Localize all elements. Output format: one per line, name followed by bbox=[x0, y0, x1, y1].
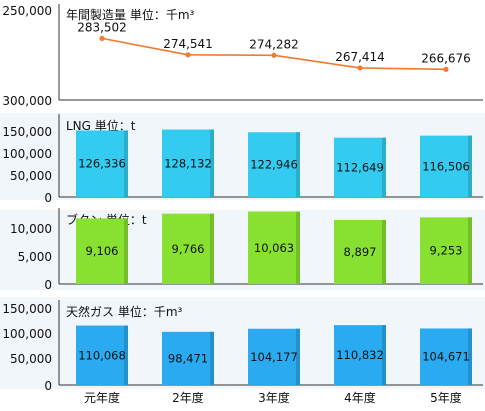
x-category-label-3: 4年度 bbox=[344, 390, 376, 405]
data-label-0-1: 274,541 bbox=[163, 37, 213, 51]
x-category-label-0: 元年度 bbox=[84, 390, 120, 405]
bar-shade-2-1 bbox=[210, 213, 214, 284]
data-label-3-3: 110,832 bbox=[336, 348, 384, 362]
data-label-1-4: 116,506 bbox=[422, 159, 470, 173]
bar-1-1 bbox=[162, 129, 214, 197]
bar-shade-1-1 bbox=[210, 129, 214, 197]
data-label-0-0: 283,502 bbox=[77, 20, 127, 34]
bar-1-0 bbox=[76, 130, 128, 197]
y-tick-label-2-2: 10,000 bbox=[10, 222, 52, 236]
bar-3-2 bbox=[248, 328, 300, 385]
bar-shade-2-3 bbox=[382, 219, 386, 284]
y-tick-label-3-3: 150,000 bbox=[2, 302, 52, 316]
bar-3-1 bbox=[162, 331, 214, 385]
data-label-1-0: 126,336 bbox=[78, 157, 126, 171]
line-point-3 bbox=[357, 65, 363, 71]
data-label-2-1: 9,766 bbox=[172, 242, 205, 256]
bar-shade-3-0 bbox=[124, 325, 128, 385]
bar-3-4 bbox=[420, 328, 472, 385]
y-tick-label-0-1: 300,000 bbox=[2, 94, 52, 108]
panel-title-3: 天然ガス 単位：千m³ bbox=[66, 304, 183, 319]
bar-shade-2-4 bbox=[468, 217, 472, 284]
y-tick-label-2-1: 5,000 bbox=[18, 250, 52, 264]
x-category-label-2: 3年度 bbox=[258, 390, 290, 405]
bar-2-0 bbox=[76, 218, 128, 284]
bar-shade-1-4 bbox=[468, 135, 472, 197]
bar-shade-1-2 bbox=[296, 132, 300, 197]
y-tick-label-0-0: 250,000 bbox=[2, 4, 52, 18]
data-label-1-1: 128,132 bbox=[164, 156, 212, 170]
bar-shade-3-3 bbox=[382, 325, 386, 385]
y-tick-label-3-0: 0 bbox=[44, 379, 52, 393]
panel-title-1: LNG 単位：t bbox=[66, 118, 136, 133]
data-label-2-3: 8,897 bbox=[344, 245, 377, 259]
y-tick-label-2-0: 0 bbox=[44, 278, 52, 292]
bar-shade-1-0 bbox=[124, 130, 128, 197]
bar-2-1 bbox=[162, 213, 214, 284]
bar-2-2 bbox=[248, 211, 300, 284]
line-point-0 bbox=[99, 35, 105, 41]
data-label-3-1: 98,471 bbox=[168, 351, 208, 365]
data-label-2-4: 9,253 bbox=[430, 244, 463, 258]
bar-shade-1-3 bbox=[382, 137, 386, 197]
x-category-label-4: 5年度 bbox=[430, 390, 462, 405]
data-label-0-3: 267,414 bbox=[335, 50, 385, 64]
bar-3-0 bbox=[76, 325, 128, 385]
bar-shade-3-1 bbox=[210, 331, 214, 385]
bar-shade-2-2 bbox=[296, 211, 300, 284]
y-tick-label-1-1: 50,000 bbox=[10, 169, 52, 183]
line-point-4 bbox=[443, 66, 449, 72]
bar-1-2 bbox=[248, 132, 300, 197]
data-label-1-3: 112,649 bbox=[336, 160, 384, 174]
data-label-3-4: 104,671 bbox=[422, 350, 470, 364]
bar-3-3 bbox=[334, 325, 386, 385]
y-tick-label-1-2: 100,000 bbox=[2, 147, 52, 161]
bar-2-3 bbox=[334, 219, 386, 284]
bar-shade-3-2 bbox=[296, 328, 300, 385]
data-label-1-2: 122,946 bbox=[250, 158, 298, 172]
data-label-0-2: 274,282 bbox=[249, 37, 299, 51]
y-tick-label-3-2: 100,000 bbox=[2, 327, 52, 341]
bar-2-4 bbox=[420, 217, 472, 284]
data-label-2-0: 9,106 bbox=[86, 244, 119, 258]
panel-title-0: 年間製造量 単位：千m³ bbox=[66, 7, 195, 22]
bar-shade-2-0 bbox=[124, 218, 128, 284]
data-label-3-2: 104,177 bbox=[250, 350, 298, 364]
y-tick-label-1-0: 0 bbox=[44, 191, 52, 205]
y-tick-label-3-1: 50,000 bbox=[10, 352, 52, 366]
line-point-1 bbox=[185, 52, 191, 58]
bar-shade-3-4 bbox=[468, 328, 472, 385]
data-label-3-0: 110,068 bbox=[78, 348, 126, 362]
data-label-0-4: 266,676 bbox=[421, 51, 471, 65]
y-tick-label-1-3: 150,000 bbox=[2, 125, 52, 139]
line-point-2 bbox=[271, 52, 277, 58]
data-label-2-2: 10,063 bbox=[254, 241, 294, 255]
x-category-label-1: 2年度 bbox=[172, 390, 204, 405]
bar-1-3 bbox=[334, 137, 386, 197]
bar-1-4 bbox=[420, 135, 472, 197]
